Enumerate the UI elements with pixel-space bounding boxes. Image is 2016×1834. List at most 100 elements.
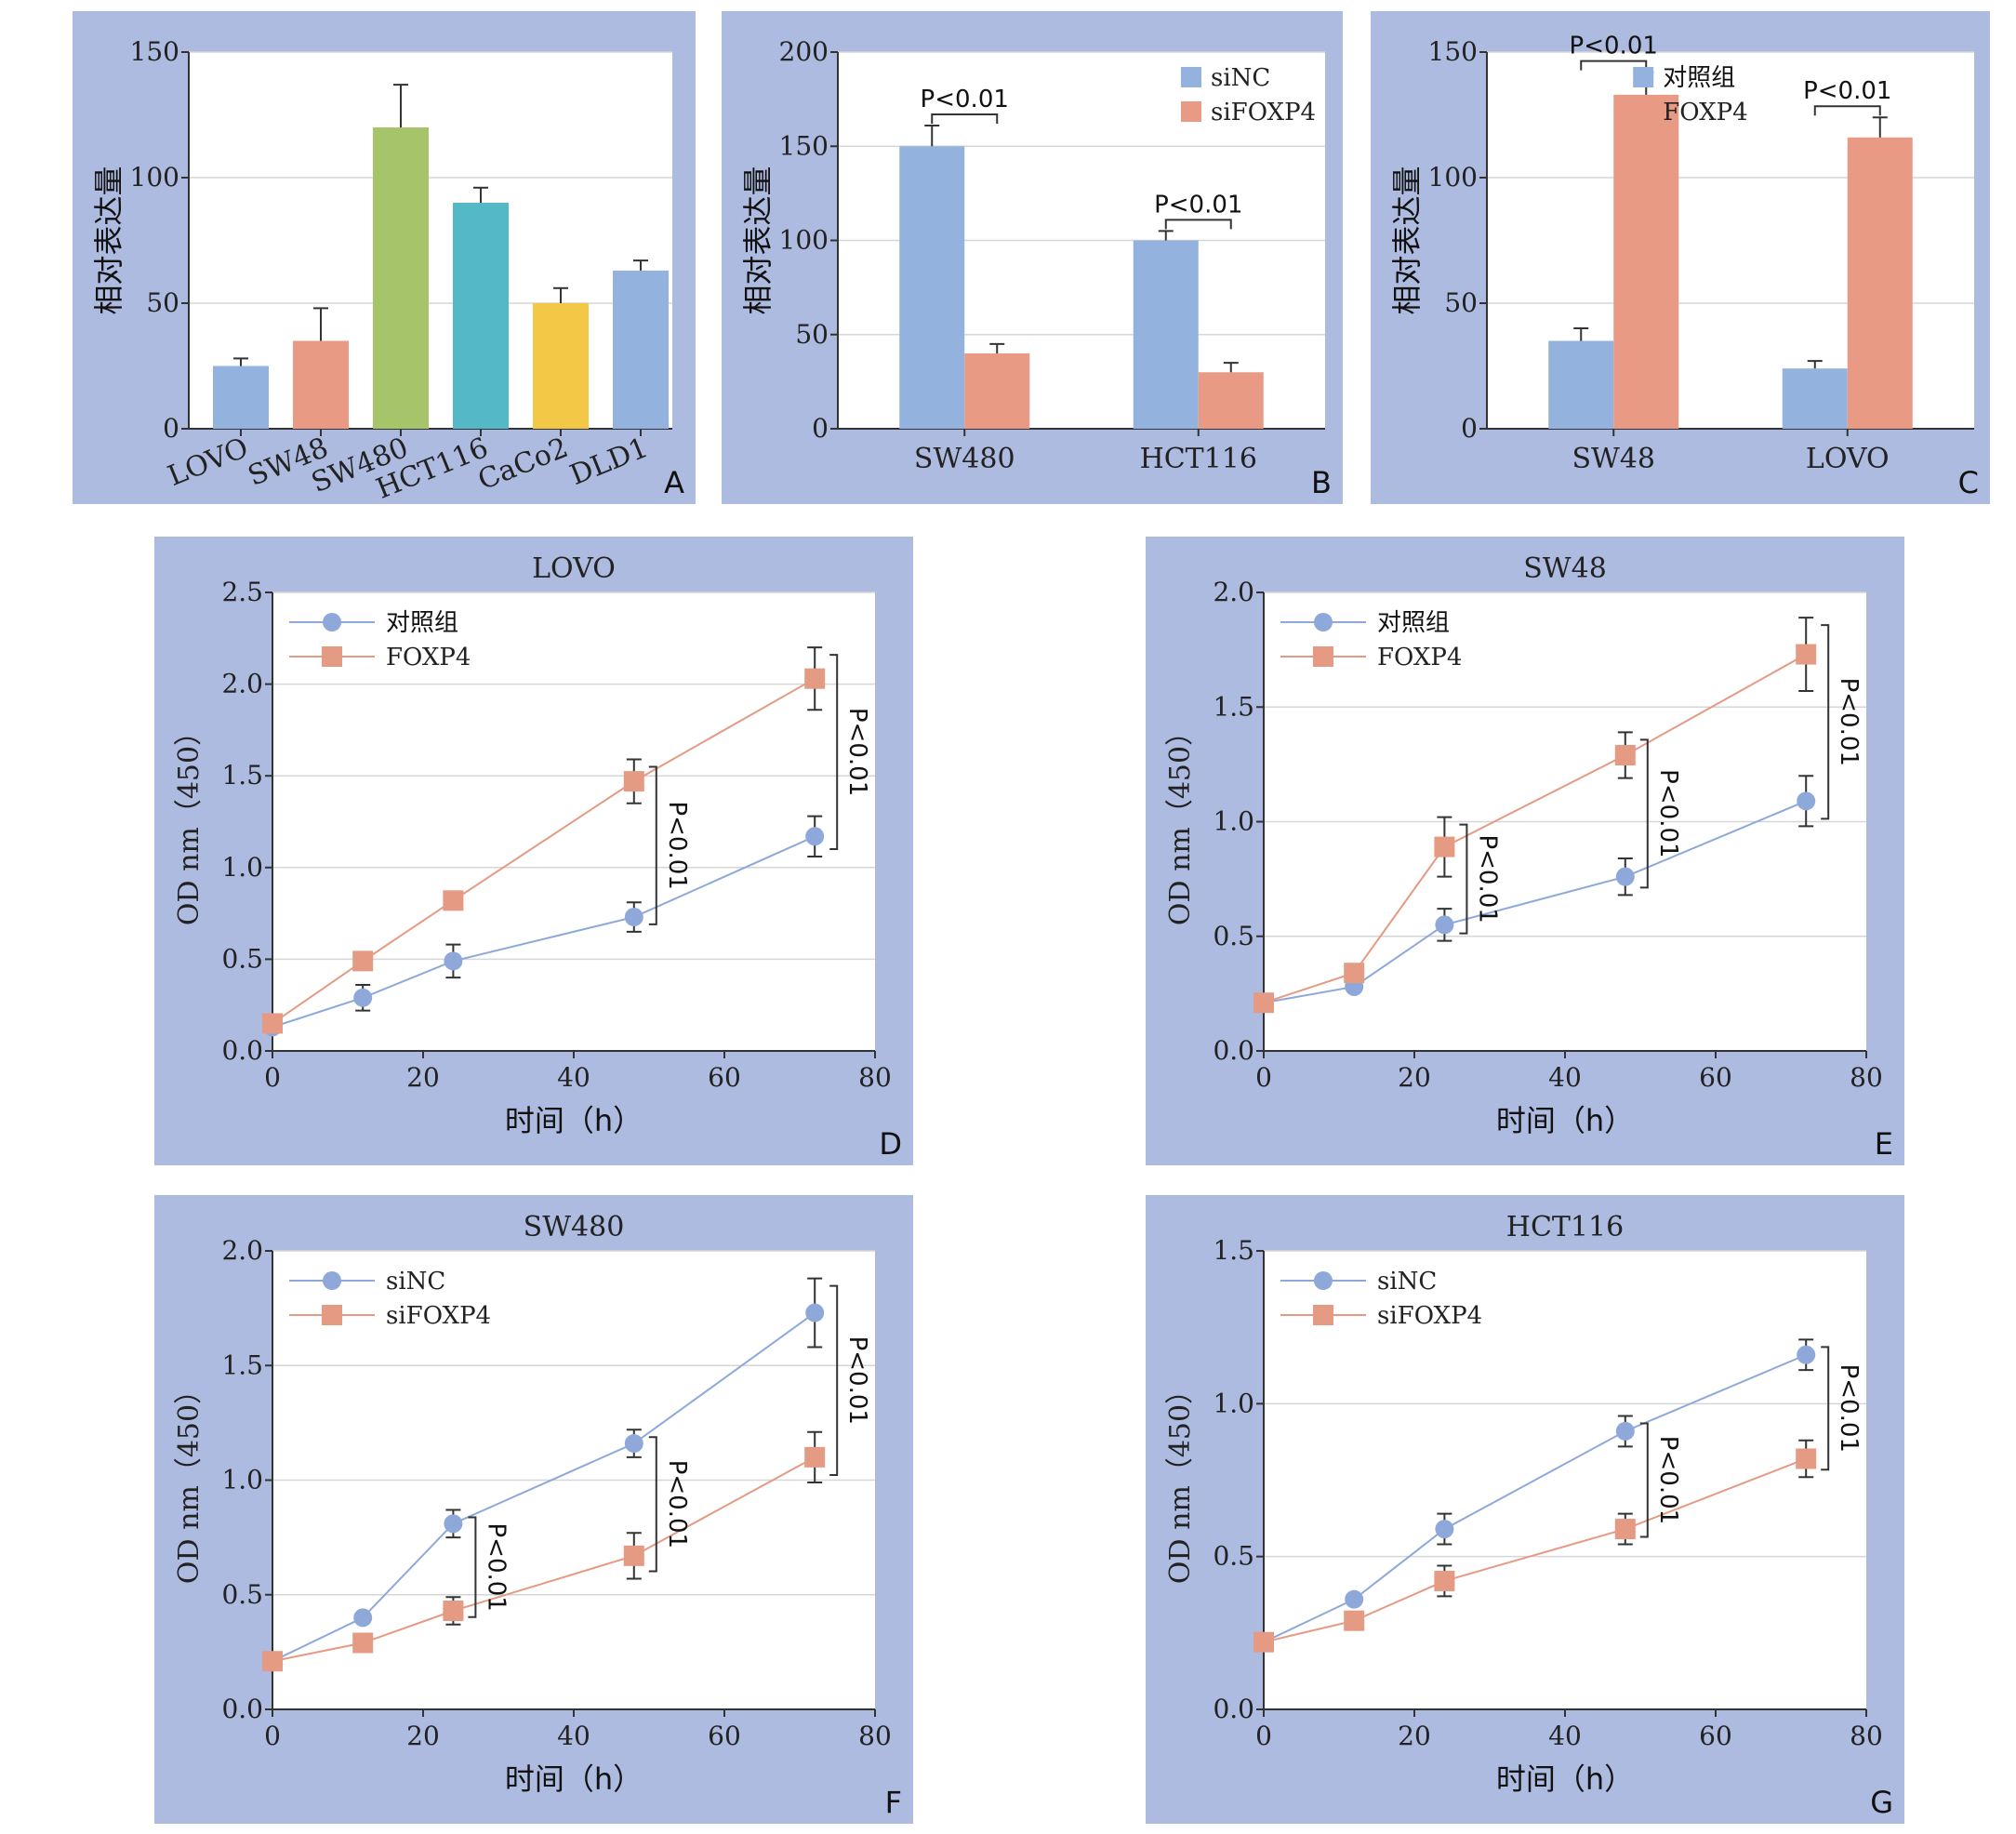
x-axis-label: 时间（h） <box>1496 1103 1634 1138</box>
x-tick-label: 0 <box>264 1062 281 1093</box>
data-point <box>353 988 373 1007</box>
legend-swatch <box>1181 67 1201 87</box>
y-tick-label: 0 <box>812 413 829 444</box>
significance-bracket <box>1580 60 1648 71</box>
y-tick-label: 1.0 <box>1213 806 1254 837</box>
y-axis-label: 相对表达量 <box>740 166 776 314</box>
significance-bracket <box>468 1516 477 1618</box>
panel-f: F 0.0 0.5 1.0 1.5 2.0 0 20 40 60 80 SW480 时间（h） OD nm… <box>154 1195 913 1824</box>
y-tick-label: 150 <box>779 130 829 161</box>
x-tick-label: 60 <box>708 1062 741 1093</box>
plot-area <box>189 52 672 429</box>
data-point <box>1614 1519 1636 1540</box>
significance-label: P<0.01 <box>843 1336 871 1425</box>
data-point <box>353 1608 373 1628</box>
data-point <box>352 1632 374 1654</box>
data-point <box>623 771 644 792</box>
y-tick-label: 50 <box>1444 287 1478 318</box>
data-point <box>1796 644 1817 665</box>
significance-label: P<0.01 <box>1654 1436 1682 1524</box>
bar-lovo <box>213 365 269 429</box>
y-axis-label: OD nm（450） <box>173 718 206 925</box>
significance-bracket <box>931 113 999 124</box>
significance-bracket <box>1639 738 1649 889</box>
panel-label: A <box>664 465 684 500</box>
legend-marker <box>1313 1305 1333 1325</box>
panel-label: C <box>1958 465 1979 500</box>
significance-label: P<0.01 <box>1654 769 1682 857</box>
data-point <box>1344 963 1365 984</box>
bar-sw48 <box>293 340 349 429</box>
x-tick-label: 60 <box>708 1721 741 1751</box>
x-tick-label: 80 <box>858 1062 892 1093</box>
y-axis-label: 相对表达量 <box>1389 166 1425 314</box>
panel-b: B 0 50 100 150 200 相对表达量 SW480 P<0.01 HCT116 P<0.0… <box>722 11 1343 504</box>
legend-marker <box>323 613 341 631</box>
x-tick-label: 40 <box>557 1721 590 1751</box>
bar-sifoxp4 <box>1198 372 1264 429</box>
data-point <box>444 1514 463 1534</box>
legend-label: siNC <box>1211 64 1270 92</box>
bar-hct116 <box>453 203 509 429</box>
data-point <box>623 1545 644 1566</box>
y-tick-label: 50 <box>795 319 829 350</box>
y-tick-label: 1.5 <box>221 760 263 791</box>
bar-sinc <box>899 146 965 429</box>
significance-bracket <box>1459 823 1468 935</box>
legend-label: 对照组 <box>1663 64 1735 92</box>
data-point <box>1435 915 1454 935</box>
x-tick-label: LOVO <box>1806 443 1890 475</box>
bar-foxp4 <box>1847 137 1913 430</box>
significance-bracket <box>829 654 839 850</box>
bar-sifoxp4 <box>964 353 1030 429</box>
y-tick-label: 1.5 <box>1213 691 1254 722</box>
x-tick-label: 60 <box>1699 1062 1732 1093</box>
x-tick-label: 0 <box>1255 1721 1272 1751</box>
y-tick-label: 50 <box>146 287 179 318</box>
legend-label: FOXP4 <box>1377 644 1462 671</box>
x-tick-label: 0 <box>264 1721 281 1751</box>
y-tick-label: 100 <box>130 162 179 193</box>
x-axis-label: 时间（h） <box>1496 1761 1634 1797</box>
panel-label: G <box>1870 1785 1893 1820</box>
x-tick-label: 60 <box>1699 1721 1732 1751</box>
legend-label: FOXP4 <box>386 644 471 671</box>
y-tick-label: 1.5 <box>221 1349 263 1380</box>
legend-label: siFOXP4 <box>1377 1302 1482 1330</box>
y-tick-label: 1.0 <box>1213 1388 1254 1418</box>
y-tick-label: 2.0 <box>221 669 263 699</box>
panel-a: A050100150相对表达量LOVOSW48SW480HCT116CaCo2D… <box>73 11 696 506</box>
data-point <box>805 1303 825 1322</box>
bar-对照组 <box>1782 368 1848 429</box>
legend-swatch <box>1181 101 1201 122</box>
data-point <box>1615 1421 1635 1441</box>
y-axis-label: 相对表达量 <box>91 166 126 314</box>
significance-label: P<0.01 <box>1835 678 1863 766</box>
legend-label: 对照组 <box>386 609 458 637</box>
plot-area <box>1264 1251 1866 1709</box>
significance-bracket <box>1821 1346 1830 1471</box>
legend-marker <box>323 1271 341 1290</box>
significance-bracket <box>1164 219 1232 230</box>
x-tick-label: 20 <box>1398 1721 1431 1751</box>
y-tick-label: 0.5 <box>221 1579 263 1610</box>
legend-label: siFOXP4 <box>386 1302 491 1330</box>
panel-g: G 0.0 0.5 1.0 1.5 0 20 40 60 80 HCT116 时间（h） OD nm（4… <box>1146 1195 1904 1824</box>
x-tick-label: 0 <box>1255 1062 1272 1093</box>
significance-label: P<0.01 <box>1154 191 1242 219</box>
y-tick-label: 1.5 <box>1213 1235 1254 1266</box>
x-tick-label: SW48 <box>1572 443 1655 475</box>
data-point <box>1615 867 1635 886</box>
bar-dld1 <box>613 270 669 429</box>
y-tick-label: 2.0 <box>221 1235 263 1266</box>
y-tick-label: 0.0 <box>221 1035 263 1066</box>
y-tick-label: 0 <box>163 413 179 444</box>
legend-marker <box>322 646 342 667</box>
x-tick-label: 20 <box>406 1721 440 1751</box>
data-point <box>1344 1610 1365 1631</box>
legend-label: FOXP4 <box>1663 99 1747 126</box>
significance-label: P<0.01 <box>482 1522 510 1611</box>
data-point <box>624 908 643 927</box>
x-tick-label: 80 <box>858 1721 892 1751</box>
x-tick-label: SW480 <box>914 443 1015 475</box>
